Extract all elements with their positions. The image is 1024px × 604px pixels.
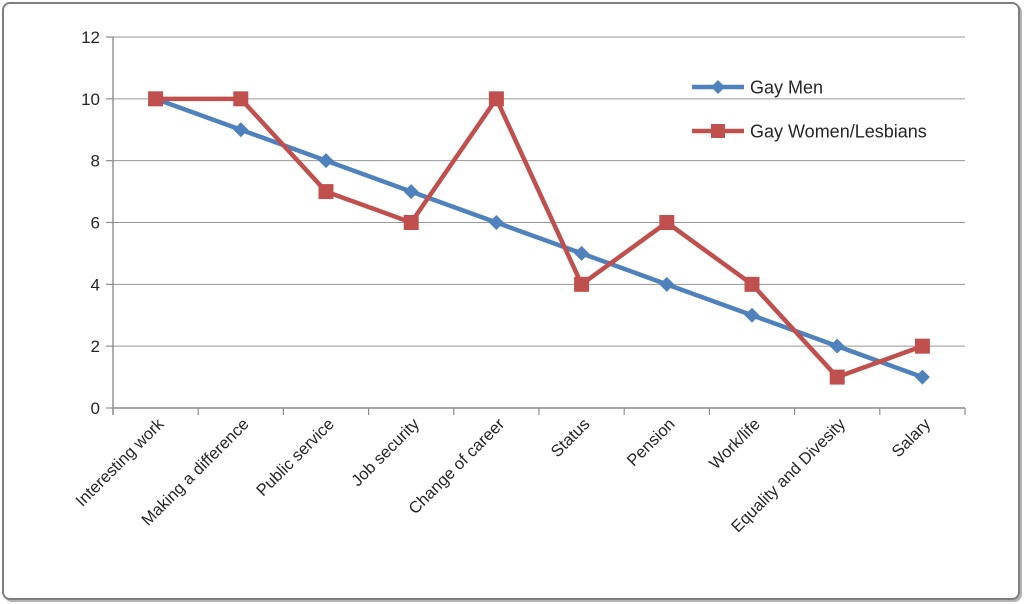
data-point-gay-women-lesbians [829,369,845,385]
x-category-label: Pension [624,415,679,470]
legend-label-gay-men: Gay Men [750,78,823,98]
x-category-label: Job security [348,415,424,491]
x-category-label: Public service [253,415,338,500]
data-point-gay-men [233,122,249,138]
y-tick-label: 12 [81,28,100,47]
series-line-gay-women-lesbians [153,96,925,380]
x-category-label: Work/life [706,415,764,473]
data-point-gay-women-lesbians [148,91,164,107]
data-point-gay-men [744,307,760,323]
data-point-gay-men [914,369,930,385]
data-point-gay-men [488,215,504,230]
legend-label-gay-women-lesbians: Gay Women/Lesbians [750,122,927,142]
y-tick-label: 6 [91,214,100,233]
data-point-gay-women-lesbians [488,91,504,107]
legend-marker-gay-men [711,80,725,94]
data-point-gay-women-lesbians [403,215,419,230]
x-category-label: Salary [888,415,934,461]
data-point-gay-women-lesbians [233,91,249,107]
x-category-label: Status [548,415,594,461]
y-tick-label: 2 [91,337,100,356]
y-tick-label: 4 [91,275,100,294]
data-point-gay-women-lesbians [914,338,930,354]
x-category-label: Interesting work [72,415,168,511]
data-point-gay-women-lesbians [574,276,590,292]
data-point-gay-women-lesbians [318,184,334,200]
y-tick-label: 8 [91,152,100,171]
data-point-gay-men [574,245,590,261]
data-point-gay-men [318,153,334,169]
y-tick-label: 0 [91,399,100,418]
data-point-gay-men [659,276,675,292]
data-point-gay-women-lesbians [744,276,760,292]
data-point-gay-men [403,184,419,200]
data-point-gay-men [829,338,845,354]
data-point-gay-women-lesbians [659,215,675,230]
x-category-label: Change of career [405,415,508,518]
y-tick-label: 10 [81,90,100,109]
legend-marker-gay-women-lesbians [711,124,725,138]
